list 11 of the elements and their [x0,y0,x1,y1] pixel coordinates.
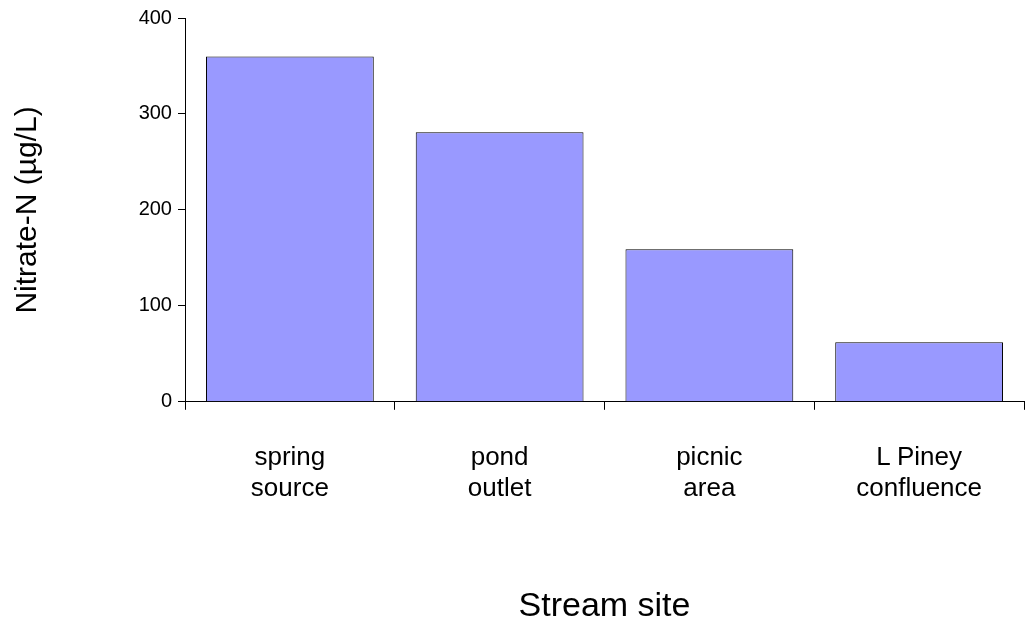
y-tick-label: 400 [138,5,172,28]
x-axis-title: Stream site [518,584,691,623]
y-tick-label: 200 [138,197,172,220]
y-axis-title: Nitrate-N (µg/L) [9,106,43,314]
x-tick-label: picnic area [676,440,743,502]
x-tick-label: L Piney confluence [856,440,983,502]
x-tick-label: pond outlet [467,440,533,502]
y-tick-label: 0 [160,389,172,412]
x-tick-label: spring source [250,440,329,502]
y-tick-label: 100 [138,293,172,316]
y-tick-label: 300 [138,101,172,124]
